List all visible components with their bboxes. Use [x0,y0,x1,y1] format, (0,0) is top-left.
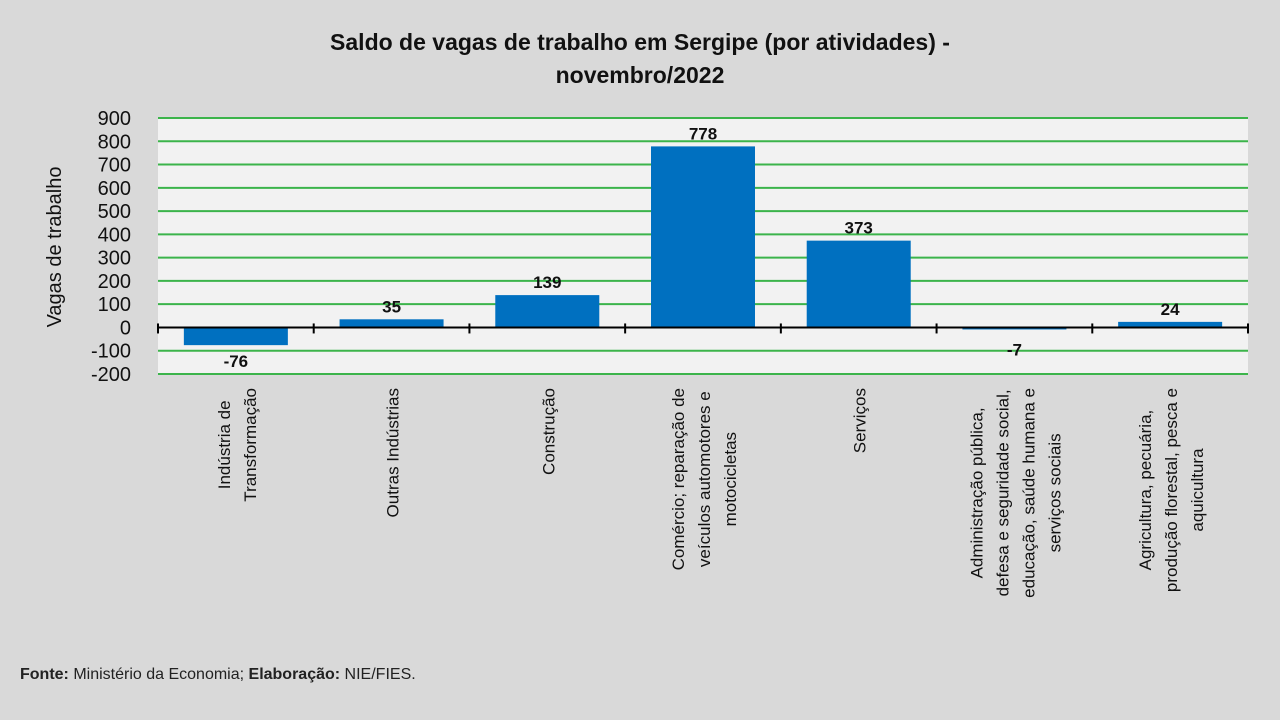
y-tick-label: 800 [98,131,131,153]
x-tick-label: defesa e seguridade social, [993,389,1012,596]
x-tick-label: Administração pública, [967,407,986,578]
x-tick-label: Comércio; reparação de [669,388,688,570]
bar [651,146,755,328]
data-label: -7 [1007,340,1022,359]
data-label: 139 [533,273,561,292]
x-tick-label: aquicultura [1188,448,1207,532]
y-tick-label: -100 [91,341,131,363]
footer-source: Fonte: Ministério da Economia; Elaboraçã… [20,666,416,684]
y-tick-label: 200 [98,271,131,293]
bar [183,327,288,346]
y-tick-label: 100 [98,294,131,316]
x-tick-label: Indústria de [215,400,234,489]
data-label: 35 [382,297,401,316]
y-tick-label: 300 [98,248,131,270]
elaboration-label: Elaboração: [248,666,341,683]
y-tick-label: 600 [98,178,131,200]
y-tick-label: 900 [98,108,131,130]
bar [1118,321,1223,328]
y-tick-label: 700 [98,155,131,177]
bar [495,295,600,328]
x-tick-label: Construção [539,388,558,475]
x-tick-label: serviços sociais [1045,433,1064,552]
source-label: Fonte: [20,666,69,683]
bar [806,240,911,328]
y-tick-label: 500 [98,201,131,223]
x-tick-label: Serviços [851,388,870,453]
data-label: 373 [845,219,873,238]
x-tick-label: educação, saúde humana e [1019,388,1038,598]
chart-title-line: novembro/2022 [556,62,725,88]
x-tick-label: Outras Indústrias [384,388,403,517]
y-tick-label: 400 [98,224,131,246]
data-label: 24 [1161,300,1180,319]
x-tick-label: veículos automotores e [695,391,714,567]
data-label: -76 [224,352,249,371]
bar [339,319,444,328]
elaboration-text: NIE/FIES. [340,666,416,683]
data-label: 778 [689,124,717,143]
y-tick-label: -200 [91,364,131,386]
x-tick-label: Agricultura, pecuária, [1136,410,1155,571]
y-axis-label: Vagas de trabalho [44,167,66,328]
source-text: Ministério da Economia; [68,666,249,683]
x-tick-label: produção florestal, pesca e [1162,388,1181,592]
x-tick-label: Transformação [241,388,260,502]
chart-title-line: Saldo de vagas de trabalho em Sergipe (p… [330,29,950,55]
y-tick-label: 0 [120,317,131,339]
x-tick-label: motocicletas [721,432,740,526]
